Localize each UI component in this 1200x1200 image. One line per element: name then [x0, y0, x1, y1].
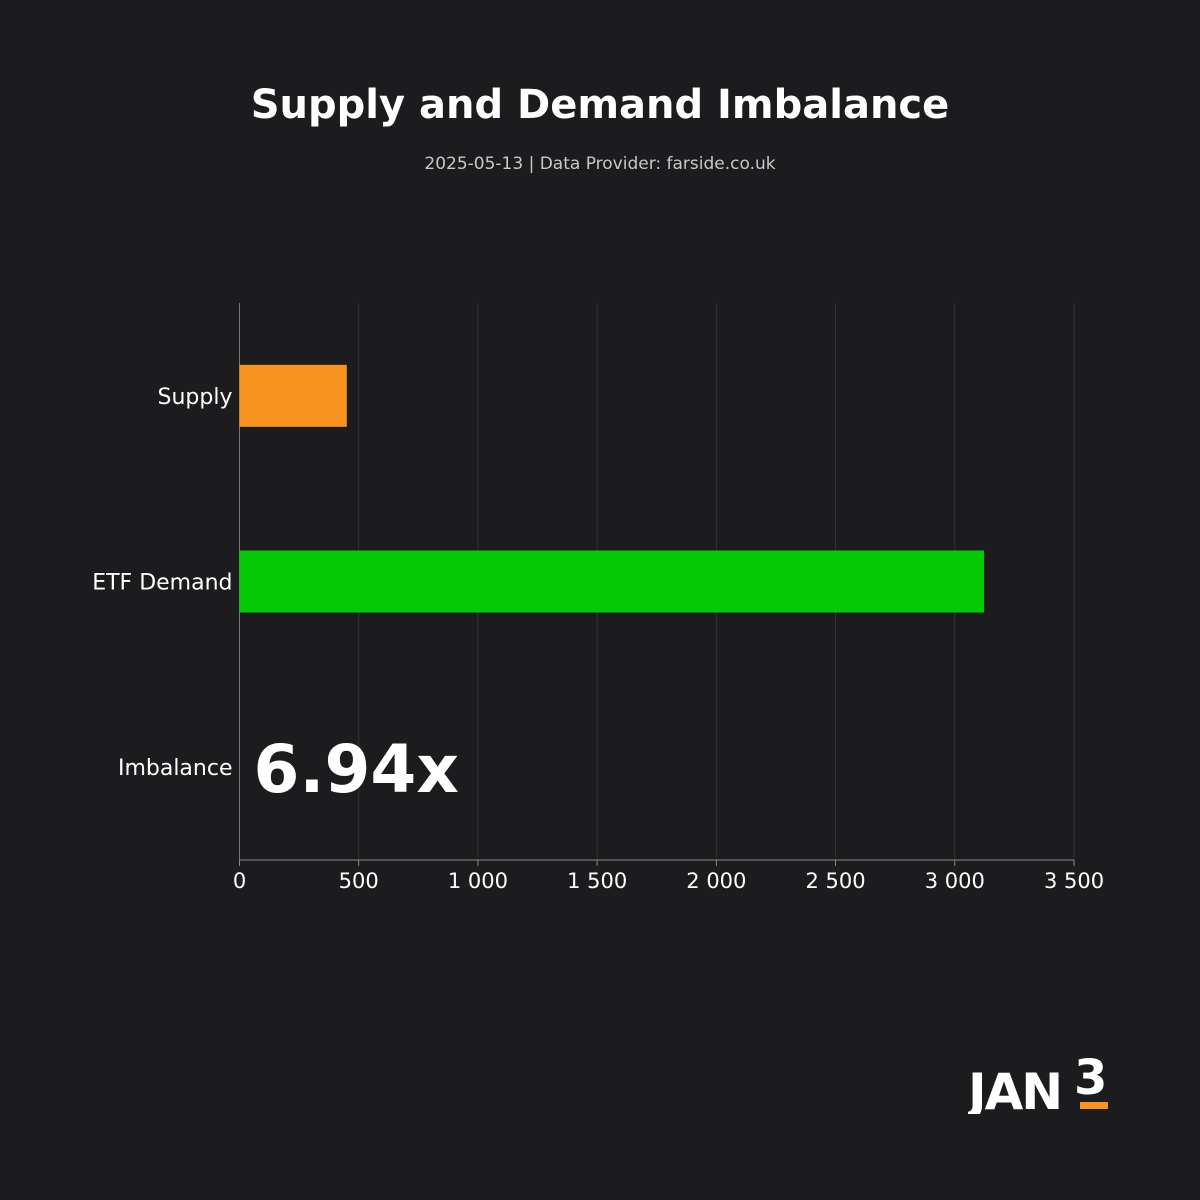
jan3-logo: JAN 3: [968, 1052, 1108, 1114]
chart-subtitle: 2025-05-13 | Data Provider: farside.co.u…: [424, 154, 776, 174]
x-tick-label: 2 000: [686, 869, 746, 893]
x-tick-label: 3 000: [925, 869, 985, 893]
x-tick-label: 1 000: [448, 869, 508, 893]
imbalance-annotation: 6.94x: [254, 731, 459, 808]
x-tick-label: 3 500: [1044, 869, 1104, 893]
x-tick-label: 0: [233, 869, 246, 893]
bar-etf-demand: [239, 550, 985, 613]
x-tick-label: 2 500: [806, 869, 866, 893]
svg-text:JAN: JAN: [968, 1063, 1061, 1114]
x-tick-label: 500: [339, 869, 379, 893]
chart-title: Supply and Demand Imbalance: [250, 82, 950, 128]
svg-text:3: 3: [1074, 1052, 1107, 1106]
x-tick-label: 1 500: [567, 869, 627, 893]
y-tick-label-supply: Supply: [158, 385, 233, 410]
bar-supply: [239, 364, 347, 427]
y-tick-label-etf-demand: ETF Demand: [92, 571, 232, 596]
y-tick-label-imbalance: Imbalance: [118, 756, 233, 781]
